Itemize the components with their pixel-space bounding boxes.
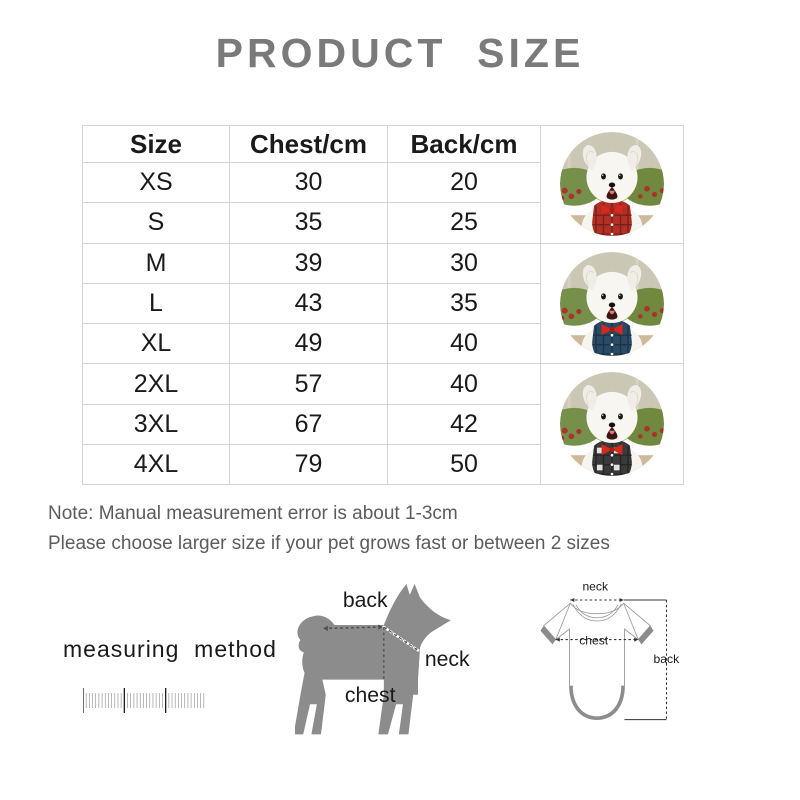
svg-text:back: back bbox=[343, 589, 388, 612]
svg-text:chest: chest bbox=[579, 633, 609, 647]
svg-text:neck: neck bbox=[582, 579, 609, 593]
svg-text:chest: chest bbox=[345, 684, 396, 707]
svg-text:back: back bbox=[654, 652, 681, 666]
svg-text:neck: neck bbox=[425, 648, 470, 671]
